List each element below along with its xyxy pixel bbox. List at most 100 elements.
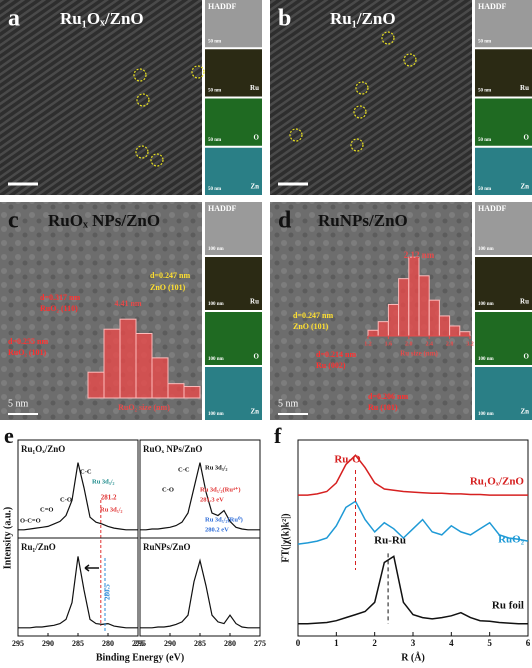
eds-map (205, 49, 262, 97)
map-scale: 100 nm (208, 412, 225, 417)
lattice-annotation: RuO₂ (101) (8, 348, 47, 357)
series-label: RuO₂ (498, 534, 525, 546)
peak-annotation: C-O (162, 486, 174, 493)
map-scale: 100 nm (208, 247, 225, 252)
panel-label: b (278, 6, 291, 32)
eds-map (475, 0, 532, 48)
image-title: Ru₁Oₓ/ZnO (60, 9, 144, 28)
map-label: Zn (250, 183, 259, 191)
map-label: O (254, 133, 260, 141)
highlight-circle (353, 105, 367, 119)
eds-map (475, 147, 532, 195)
hist-tick-label: 3.2 (466, 341, 474, 347)
map-scale: 50 nm (208, 138, 222, 143)
series-label: Ru foil (492, 600, 524, 612)
map-label: HADDF (208, 2, 237, 11)
x-tick-label: 275 (254, 639, 266, 648)
panel-label: a (8, 6, 20, 32)
hist-tick-label: 2.8 (446, 341, 454, 347)
x-tick-label: 4 (449, 638, 454, 648)
map-scale: 50 nm (208, 39, 222, 44)
x-tick-label: 6 (526, 638, 531, 648)
x-tick-label: 0 (296, 638, 301, 648)
highlight-circle (191, 65, 205, 79)
hist-bar (428, 299, 440, 337)
map-label: Zn (250, 408, 259, 416)
highlight-circle (403, 53, 417, 67)
x-axis-label: Binding Energy (eV) (96, 652, 184, 663)
map-label: O (524, 353, 530, 361)
peak-annotation: C=O (40, 506, 53, 513)
map-label: O (524, 133, 530, 141)
x-tick-label: 290 (42, 639, 54, 648)
marker-label: Ru-O (334, 454, 361, 466)
lattice-annotation: RuO₂ (110) (40, 304, 78, 313)
peak-marker-label: 281.2 (101, 494, 117, 502)
hist-bar (459, 331, 471, 337)
x-tick-label: 3 (411, 638, 416, 648)
peak-annotation: 281.3 eV (200, 496, 224, 503)
x-tick-label: 2 (372, 638, 377, 648)
series-label: Ru₁Oₓ/ZnO (470, 476, 525, 488)
map-scale: 100 nm (478, 412, 495, 417)
hist-tick-label: 1.6 (385, 341, 393, 347)
map-scale: 50 nm (208, 187, 222, 192)
peak-annotation: C-C (80, 468, 92, 475)
hist-bar (135, 333, 153, 399)
hist-bar (167, 383, 185, 399)
map-scale: 50 nm (478, 187, 492, 192)
map-scale: 50 nm (478, 89, 492, 94)
scale-label: 5 nm (278, 398, 299, 409)
eds-map (205, 312, 262, 365)
hist-bar (418, 275, 430, 337)
lattice-annotation: d=0.206 nm (368, 392, 408, 401)
map-label: O (254, 353, 260, 361)
map-label: Ru (250, 84, 259, 92)
subplot-title: RuNPs/ZnO (143, 542, 191, 552)
lattice-annotation: d=0.255 nm (8, 337, 48, 346)
peak-annotation: Ru 3d₅/₂(Ru⁴⁺) (200, 486, 241, 493)
eds-map (205, 257, 262, 310)
exafs-curve (298, 454, 528, 496)
subplot-title: Ru₁Oₓ/ZnO (21, 444, 65, 454)
eds-map (475, 257, 532, 310)
xps-spectrum (140, 558, 260, 629)
peak-annotation: Ru 3d₅/₂(Ru⁰) (205, 515, 243, 523)
hist-bar (377, 321, 389, 337)
y-axis-label: FT(|χ(k)k²|) (280, 513, 291, 562)
map-label: Zn (520, 183, 529, 191)
x-tick-label: 285 (72, 639, 84, 648)
hist-bar (183, 386, 201, 399)
map-label: Ru (520, 84, 529, 92)
hist-bar (119, 318, 137, 399)
map-label: Zn (520, 408, 529, 416)
hist-bar (367, 329, 379, 337)
peak-annotation: 280.2 eV (205, 526, 229, 533)
subplot-title: RuOₓ NPs/ZnO (143, 444, 202, 454)
map-scale: 100 nm (478, 247, 495, 252)
map-scale: 50 nm (478, 138, 492, 143)
subplot-frame (139, 537, 261, 637)
lattice-annotation: ZnO (101) (150, 283, 186, 292)
hist-bar (87, 371, 105, 399)
map-label: Ru (520, 298, 529, 306)
subplot-title: Ru₁/ZnO (21, 542, 56, 552)
arrow (84, 564, 99, 572)
hist-annotation: 2.12 nm (404, 250, 435, 260)
hist-tick-label: 2.4 (425, 341, 433, 347)
eds-map (205, 367, 262, 420)
eds-map (205, 98, 262, 146)
eds-map (475, 312, 532, 365)
map-scale: 100 nm (208, 357, 225, 362)
image-title: Ru₁/ZnO (330, 9, 396, 28)
hist-bar (438, 315, 451, 337)
image-title: RuOₓ NPs/ZnO (48, 211, 160, 230)
hist-x-label: Ru size (nm) (400, 350, 438, 358)
eds-map (205, 0, 262, 48)
peak-annotation: C-O (60, 496, 72, 503)
highlight-circle (289, 128, 303, 142)
hist-bar (398, 278, 410, 337)
x-tick-label: 285 (194, 639, 206, 648)
x-tick-label: 1 (334, 638, 339, 648)
hist-tick-label: 2.0 (405, 341, 413, 347)
